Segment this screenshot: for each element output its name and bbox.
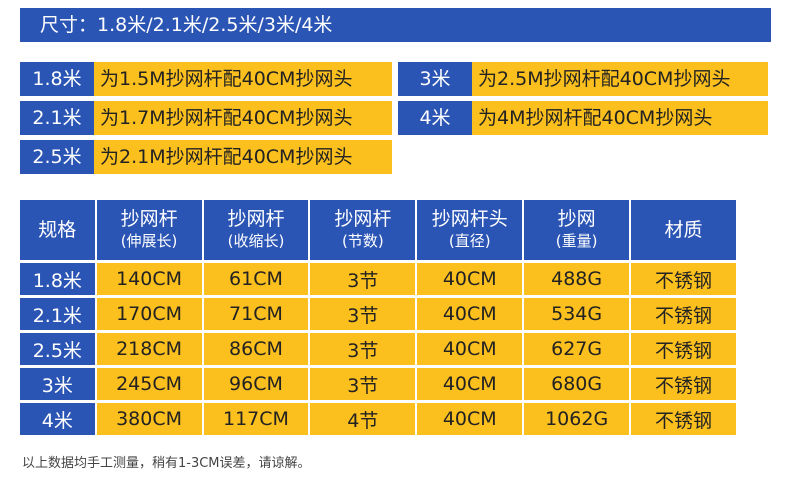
cell-head-diameter: 40CM — [417, 333, 523, 365]
size-pair-3: 2.5米 为2.1M抄网杆配40CM抄网头 — [20, 140, 392, 174]
header-extended-length: 抄网杆 (伸展长) — [96, 200, 202, 260]
spec-table: 规格 抄网杆 (伸展长) 抄网杆 (收缩长) 抄网杆 (节数) 抄网杆头 (直径) 抄网… — [18, 197, 738, 438]
table-row: 2.1米 170CM 71CM 3节 40CM 534G 不锈钢 — [20, 298, 736, 330]
cell-sections: 3节 — [310, 263, 416, 295]
header-spec: 规格 — [20, 200, 95, 260]
row-spec: 2.1米 — [20, 298, 95, 330]
cell-extended-length: 218CM — [96, 333, 202, 365]
row-spec: 1.8米 — [20, 263, 95, 295]
header-sections: 抄网杆 (节数) — [310, 200, 416, 260]
size-pair-label: 4米 — [398, 101, 472, 135]
size-pair-desc: 为2.1M抄网杆配40CM抄网头 — [94, 140, 392, 174]
table-row: 2.5米 218CM 86CM 3节 40CM 627G 不锈钢 — [20, 333, 736, 365]
row-spec: 3米 — [20, 368, 95, 400]
size-pair-desc: 为1.7M抄网杆配40CM抄网头 — [94, 101, 392, 135]
row-spec: 4米 — [20, 403, 95, 435]
size-pair-label: 1.8米 — [20, 62, 94, 96]
size-pair-desc: 为4M抄网杆配40CM抄网头 — [472, 101, 768, 135]
cell-weight: 488G — [524, 263, 630, 295]
size-pair-label: 3米 — [398, 62, 472, 96]
cell-retracted-length: 61CM — [203, 263, 309, 295]
cell-material: 不锈钢 — [631, 298, 736, 330]
cell-head-diameter: 40CM — [417, 403, 523, 435]
cell-sections: 3节 — [310, 333, 416, 365]
cell-weight: 1062G — [524, 403, 630, 435]
header-retracted-length: 抄网杆 (收缩长) — [203, 200, 309, 260]
cell-retracted-length: 96CM — [203, 368, 309, 400]
cell-head-diameter: 40CM — [417, 263, 523, 295]
spec-header-row: 规格 抄网杆 (伸展长) 抄网杆 (收缩长) 抄网杆 (节数) 抄网杆头 (直径) 抄网… — [20, 200, 736, 260]
size-pair-1: 1.8米 为1.5M抄网杆配40CM抄网头 — [20, 62, 392, 96]
measurement-note: 以上数据均手工测量，稍有1-3CM误差，请谅解。 — [22, 456, 311, 471]
cell-retracted-length: 117CM — [203, 403, 309, 435]
row-spec: 2.5米 — [20, 333, 95, 365]
cell-weight: 680G — [524, 368, 630, 400]
table-row: 1.8米 140CM 61CM 3节 40CM 488G 不锈钢 — [20, 263, 736, 295]
cell-retracted-length: 71CM — [203, 298, 309, 330]
table-row: 4米 380CM 117CM 4节 40CM 1062G 不锈钢 — [20, 403, 736, 435]
cell-sections: 3节 — [310, 368, 416, 400]
size-pair-label: 2.5米 — [20, 140, 94, 174]
cell-weight: 534G — [524, 298, 630, 330]
cell-head-diameter: 40CM — [417, 298, 523, 330]
size-pair-5: 4米 为4M抄网杆配40CM抄网头 — [398, 101, 768, 135]
size-pair-label: 2.1米 — [20, 101, 94, 135]
cell-weight: 627G — [524, 333, 630, 365]
cell-material: 不锈钢 — [631, 403, 736, 435]
size-pair-desc: 为1.5M抄网杆配40CM抄网头 — [94, 62, 392, 96]
cell-extended-length: 170CM — [96, 298, 202, 330]
header-weight: 抄网 (重量) — [524, 200, 630, 260]
cell-extended-length: 380CM — [96, 403, 202, 435]
header-head-diameter: 抄网杆头 (直径) — [417, 200, 523, 260]
table-row: 3米 245CM 96CM 3节 40CM 680G 不锈钢 — [20, 368, 736, 400]
size-pair-2: 2.1米 为1.7M抄网杆配40CM抄网头 — [20, 101, 392, 135]
cell-material: 不锈钢 — [631, 263, 736, 295]
header-material: 材质 — [631, 200, 736, 260]
size-banner: 尺寸：1.8米/2.1米/2.5米/3米/4米 — [20, 8, 771, 42]
cell-extended-length: 245CM — [96, 368, 202, 400]
size-pair-desc: 为2.5M抄网杆配40CM抄网头 — [472, 62, 768, 96]
cell-material: 不锈钢 — [631, 368, 736, 400]
cell-extended-length: 140CM — [96, 263, 202, 295]
cell-sections: 3节 — [310, 298, 416, 330]
cell-material: 不锈钢 — [631, 333, 736, 365]
cell-retracted-length: 86CM — [203, 333, 309, 365]
cell-head-diameter: 40CM — [417, 368, 523, 400]
cell-sections: 4节 — [310, 403, 416, 435]
size-pair-4: 3米 为2.5M抄网杆配40CM抄网头 — [398, 62, 768, 96]
